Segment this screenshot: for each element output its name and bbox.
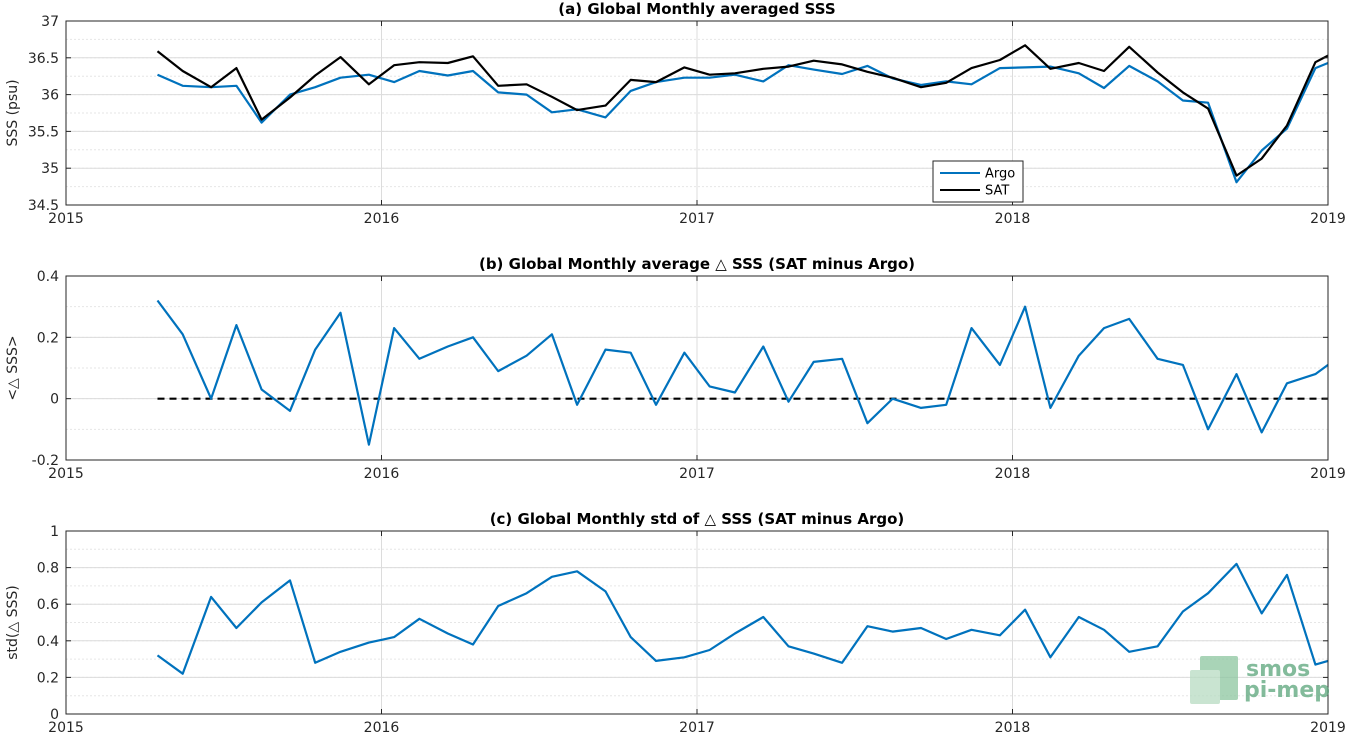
chart-title: (c) Global Monthly std of △ SSS (SAT min… [490, 510, 905, 528]
y-tick-label: 0.6 [37, 597, 59, 613]
x-tick-label: 2015 [48, 720, 84, 736]
x-tick-label: 2016 [364, 720, 400, 736]
y-tick-label: 0 [50, 707, 59, 723]
x-tick-label: 2015 [48, 466, 84, 482]
y-tick-label: 0.4 [37, 634, 59, 650]
y-tick-label: 36.5 [28, 51, 59, 67]
x-tick-label: 2016 [364, 211, 400, 227]
chart-title: (a) Global Monthly averaged SSS [558, 0, 835, 18]
y-tick-label: -0.2 [32, 453, 59, 469]
series-line [156, 299, 1329, 446]
x-tick-label: 2019 [1310, 466, 1346, 482]
y-tick-label: 36 [41, 88, 59, 104]
x-tick-label: 2019 [1310, 211, 1346, 227]
y-axis-label: <△ SSS> [5, 335, 21, 400]
series-sat-line [156, 44, 1329, 177]
series-argo-line [157, 61, 1329, 184]
panel-b-global-monthly-average-delta-sss: -0.2 0 0.2 0.4 2015 2016 2017 2018 2019 (b) Globa… [5, 255, 1346, 482]
series-line [156, 562, 1329, 675]
panel-c-global-monthly-std-delta-sss: 0 0.2 0.4 0.6 0.8 1 2015 2016 2017 2018 2019 (c) Gl… [5, 510, 1346, 736]
y-tick-label: 0.8 [37, 561, 59, 577]
legend: Argo SAT [932, 160, 1024, 203]
y-tick-label: 34.5 [28, 198, 59, 214]
y-tick-label: 35.5 [28, 124, 59, 140]
y-axis-label: std(△ SSS) [5, 585, 21, 659]
x-tick-label: 2018 [995, 466, 1031, 482]
x-tick-label: 2017 [679, 466, 715, 482]
y-tick-label: 0.4 [37, 269, 59, 285]
x-tick-label: 2019 [1310, 720, 1346, 736]
chart-title: (b) Global Monthly average △ SSS (SAT mi… [479, 255, 915, 273]
y-tick-label: 37 [41, 14, 59, 30]
y-axis-label: SSS (psu) [5, 79, 21, 146]
x-tick-label: 2016 [364, 466, 400, 482]
x-tick-label: 2017 [679, 720, 715, 736]
y-tick-label: 1 [50, 524, 59, 540]
y-tick-label: 0.2 [37, 330, 59, 346]
legend-box [932, 160, 1024, 203]
x-tick-label: 2017 [679, 211, 715, 227]
panel-a-global-monthly-averaged-sss: 34.5 35 35.5 36 36.5 37 2015 2016 2017 2018 2019 (a… [5, 0, 1346, 227]
x-tick-label: 2018 [995, 211, 1031, 227]
y-tick-label: 0.2 [37, 670, 59, 686]
smos-pi-mep-logo: smos pi-mep [1190, 656, 1330, 704]
y-tick-label: 0 [50, 392, 59, 408]
x-tick-label: 2015 [48, 211, 84, 227]
logo-smos-text: smos [1246, 657, 1310, 682]
x-tick-label: 2018 [995, 720, 1031, 736]
logo-pi-mep-text: pi-mep [1244, 678, 1330, 703]
y-tick-label: 35 [41, 161, 59, 177]
legend-sat-label: SAT [985, 184, 1009, 199]
legend-argo-label: Argo [985, 167, 1015, 182]
